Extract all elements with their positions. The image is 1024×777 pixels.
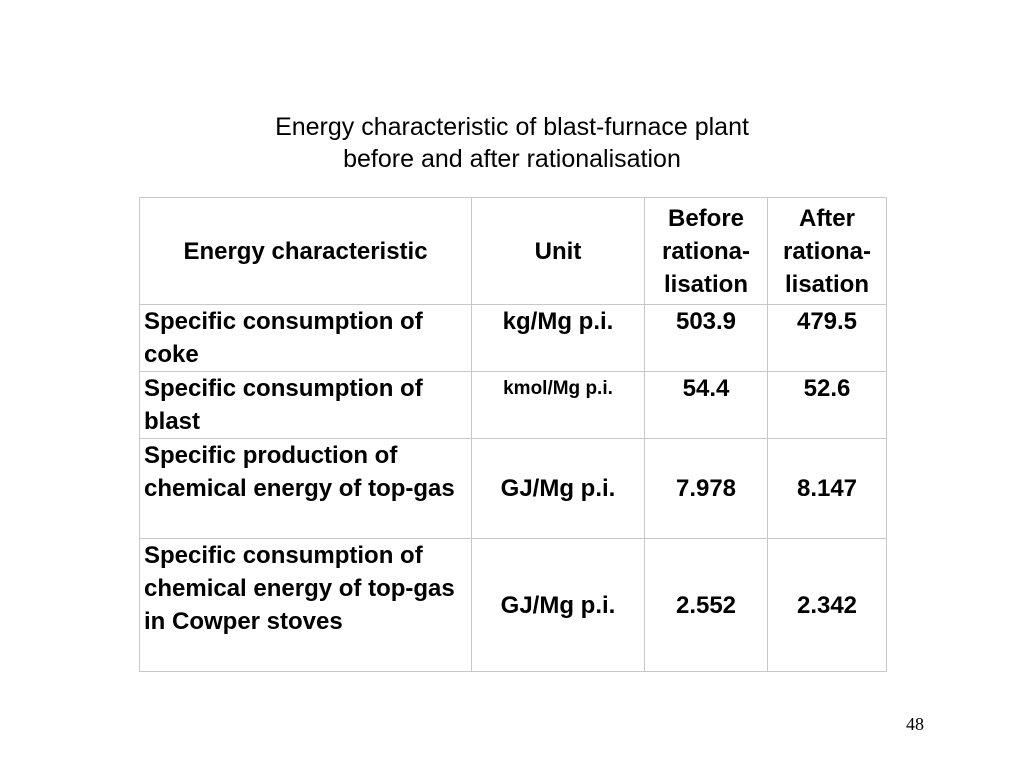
slide-title: Energy characteristic of blast-furnace p… (0, 111, 1024, 175)
page-number: 48 (906, 714, 924, 734)
row-unit: kmol/Mg p.i. (471, 371, 645, 439)
header-energy-characteristic: Energy characteristic (139, 197, 472, 305)
table-row: Specific consumption of blast kmol/Mg p.… (139, 371, 887, 439)
table-row: Specific consumption of chemical energy … (139, 538, 887, 672)
header-after-line-2: rationa- (782, 237, 871, 265)
row-label: Specific consumption of blast (139, 371, 472, 439)
row-after-value: 8.147 (767, 438, 887, 539)
row-label: Specific production of chemical energy o… (139, 438, 472, 539)
row-label: Specific consumption of chemical energy … (139, 538, 472, 672)
row-unit: kg/Mg p.i. (471, 304, 645, 372)
header-before-line-2: rationa- (661, 237, 750, 265)
row-before-value: 54.4 (644, 371, 768, 439)
table-row: Specific consumption of coke kg/Mg p.i. … (139, 304, 887, 372)
row-before-value: 7.978 (644, 438, 768, 539)
row-before-value: 503.9 (644, 304, 768, 372)
header-unit: Unit (471, 197, 645, 305)
header-before-line-3: lisation (663, 270, 748, 298)
title-line-1: Energy characteristic of blast-furnace p… (275, 113, 749, 141)
title-line-2: before and after rationalisation (343, 145, 681, 173)
row-unit: GJ/Mg p.i. (471, 538, 645, 672)
row-after-value: 52.6 (767, 371, 887, 439)
table-header-row: Energy characteristic Unit Before ration… (139, 197, 887, 305)
table-row: Specific production of chemical energy o… (139, 438, 887, 539)
row-label: Specific consumption of coke (139, 304, 472, 372)
header-before-line-1: Before (667, 204, 745, 232)
row-after-value: 479.5 (767, 304, 887, 372)
header-before-rationalisation: Before rationa- lisation (644, 197, 768, 305)
header-after-line-3: lisation (784, 270, 869, 298)
header-after-line-1: After (798, 204, 855, 232)
row-before-value: 2.552 (644, 538, 768, 672)
header-after-rationalisation: After rationa- lisation (767, 197, 887, 305)
row-unit: GJ/Mg p.i. (471, 438, 645, 539)
row-after-value: 2.342 (767, 538, 887, 672)
energy-table: Energy characteristic Unit Before ration… (139, 197, 887, 672)
